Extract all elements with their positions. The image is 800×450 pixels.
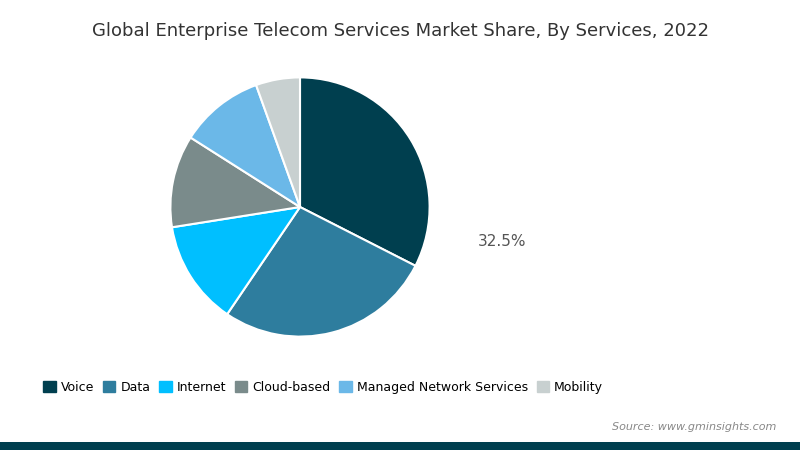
Text: Global Enterprise Telecom Services Market Share, By Services, 2022: Global Enterprise Telecom Services Marke… — [91, 22, 709, 40]
Text: 32.5%: 32.5% — [478, 234, 526, 249]
Wedge shape — [227, 207, 415, 337]
Wedge shape — [190, 85, 300, 207]
Legend: Voice, Data, Internet, Cloud-based, Managed Network Services, Mobility: Voice, Data, Internet, Cloud-based, Mana… — [38, 376, 608, 399]
Wedge shape — [256, 77, 300, 207]
Wedge shape — [170, 138, 300, 227]
Wedge shape — [300, 77, 430, 266]
Text: Source: www.gminsights.com: Source: www.gminsights.com — [612, 422, 776, 432]
Wedge shape — [172, 207, 300, 314]
